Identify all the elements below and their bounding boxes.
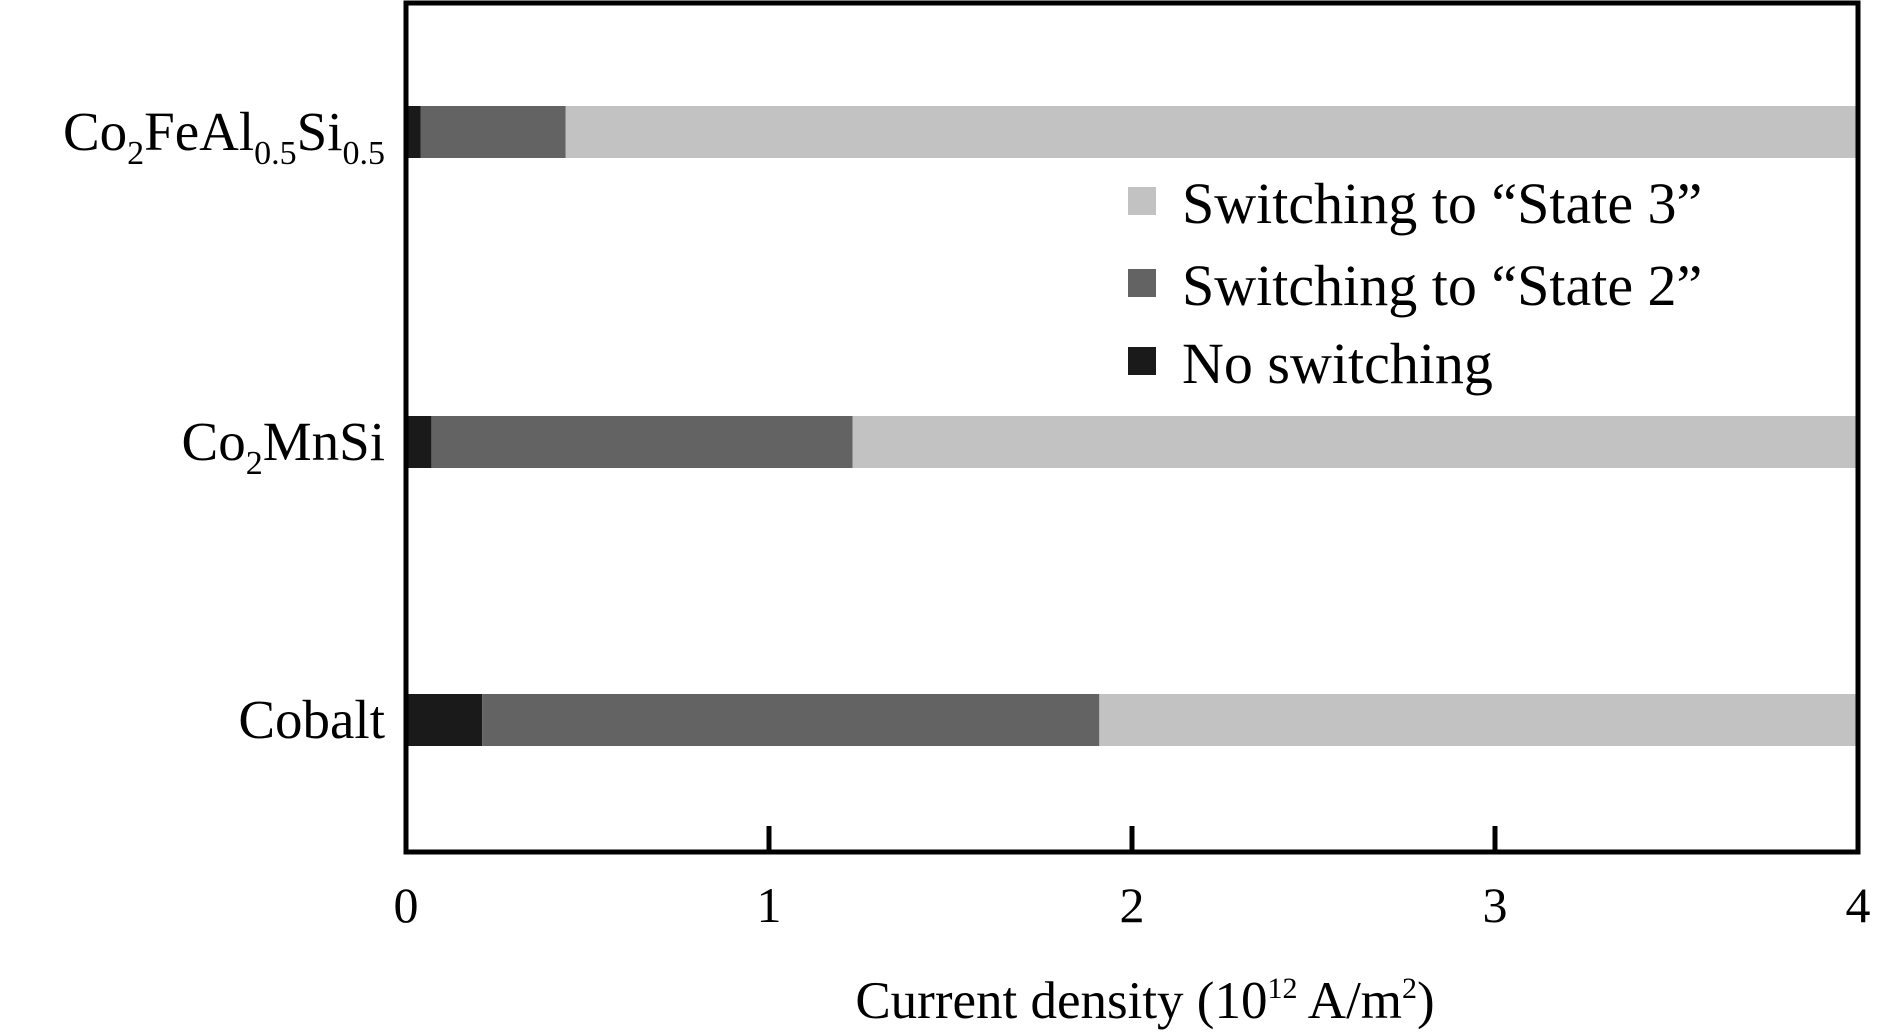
legend-swatch	[1128, 347, 1156, 375]
category-label: Cobalt	[238, 689, 385, 750]
x-tick-label: 1	[757, 877, 782, 933]
legend-label: Switching to “State 2”	[1182, 253, 1702, 318]
bar-segment	[406, 106, 421, 158]
legend-label: Switching to “State 3”	[1182, 171, 1702, 236]
legend-swatch	[1128, 187, 1156, 215]
bar-segment	[852, 416, 1858, 468]
bar-segment	[1099, 694, 1858, 746]
x-tick-label: 3	[1483, 877, 1508, 933]
bar-segment	[406, 694, 483, 746]
x-tick-label: 4	[1846, 877, 1871, 933]
x-tick-label: 2	[1120, 877, 1145, 933]
legend: Switching to “State 3” Switching to “Stat…	[1128, 171, 1702, 396]
bars-layer	[406, 106, 1858, 746]
x-axis-title: Current density (1012 A/m2)	[855, 972, 1434, 1030]
category-label: Co2MnSi	[182, 411, 385, 482]
legend-swatch	[1128, 269, 1156, 297]
x-tick-label: 0	[394, 877, 419, 933]
bar-segment	[420, 106, 566, 158]
category-label: Co2FeAl0.5Si0.5	[63, 101, 385, 172]
legend-label: No switching	[1182, 331, 1493, 396]
bar-segment	[431, 416, 853, 468]
x-axis-ticks: 0 1 2 3 4	[394, 826, 1871, 933]
bar-segment	[406, 416, 432, 468]
y-axis-category-labels: Co2FeAl0.5Si0.5 Co2MnSi Cobalt	[63, 101, 385, 750]
bar-segment	[482, 694, 1100, 746]
bar-segment	[565, 106, 1858, 158]
